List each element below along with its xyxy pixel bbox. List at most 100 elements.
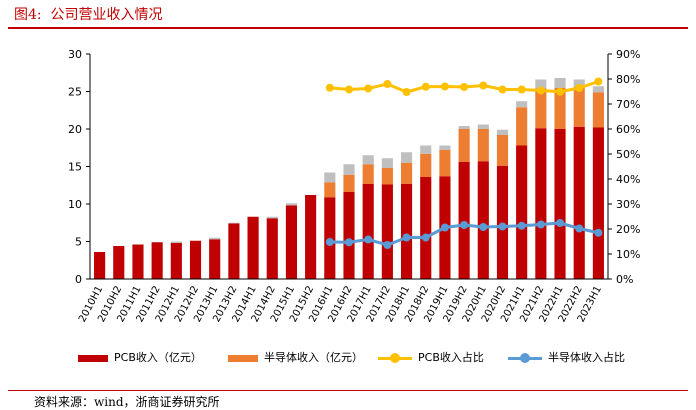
other-segment-bar [439,145,451,150]
pcb-share-point [575,84,584,92]
legend-item-semi-revenue: 半导体收入（亿元） [228,350,363,366]
right-tick-label: 10% [616,248,640,261]
legend-item-semi-share: 半导体收入占比 [508,350,625,366]
semi-share-point [575,224,584,233]
pcb-share-point [421,82,430,91]
semi-revenue-bar [362,164,374,184]
other-segment-bar [592,86,604,93]
pcb-revenue-bar [305,195,317,279]
pcb-revenue-bar [362,183,374,279]
semi-revenue-bar [381,168,393,185]
semi-revenue-bar [420,153,432,177]
right-tick-label: 30% [616,198,640,211]
semi-share-point [594,228,603,237]
semi-share-point [479,223,488,231]
semi-share-point [421,233,430,242]
other-segment-bar [362,155,374,165]
legend-swatch-semi-share [508,352,542,364]
pcb-share-point [556,87,565,96]
chart-legend: PCB收入（亿元） 半导体收入（亿元） PCB收入占比 半导体收入占比 [78,350,678,366]
pcb-revenue-bar [132,244,144,279]
semi-share-point [517,221,526,230]
other-segment-bar [209,237,221,240]
other-segment-bar [170,241,182,243]
pcb-share-point [517,85,526,94]
title-divider [8,27,688,29]
pcb-revenue-bar [573,126,585,279]
semi-revenue-bar [439,150,451,177]
pcb-share-point [479,81,488,90]
pcb-revenue-bar [496,165,509,279]
pcb-share-point [345,85,353,94]
legend-label-semi-share: 半导体收入占比 [548,351,625,364]
left-tick-label: 0 [75,273,82,286]
pcb-revenue-bar [247,216,259,279]
legend-item-pcb-share: PCB收入占比 [378,350,484,366]
left-tick-label: 30 [68,48,82,61]
other-segment-bar [420,145,432,154]
semi-revenue-bar [458,129,470,162]
pcb-revenue-bar [189,240,202,279]
semi-share-point [383,241,392,249]
other-segment-bar [266,216,278,219]
pcb-revenue-bar [458,162,470,279]
right-tick-label: 70% [616,98,640,111]
bar-layer [94,78,604,279]
other-segment-bar [381,158,393,168]
right-tick-label: 20% [616,223,640,236]
pcb-revenue-bar [209,239,221,279]
pcb-revenue-bar [420,177,432,279]
semi-share-point [556,219,565,227]
pcb-revenue-bar [285,205,298,279]
semi-revenue-bar [324,182,336,198]
legend-swatch-pcb-share [378,352,412,364]
semi-revenue-bar [535,88,547,129]
other-segment-bar [324,172,336,183]
pcb-share-point [460,83,469,91]
pcb-share-point [402,88,411,96]
other-segment-bar [496,129,509,135]
pcb-revenue-bar [266,218,278,279]
right-tick-label: 80% [616,73,640,86]
right-tick-label: 0% [616,273,633,286]
other-segment-bar [516,101,528,108]
legend-label-pcb-revenue: PCB收入（亿元） [114,351,202,364]
pcb-revenue-bar [170,243,182,279]
pcb-revenue-bar [381,184,393,279]
semi-share-point [345,238,353,247]
pcb-revenue-bar [554,129,566,279]
source-divider [8,390,688,391]
pcb-share-point [440,82,449,91]
semi-share-point [440,223,449,232]
semi-share-point [325,238,334,246]
semi-revenue-bar [554,87,566,129]
pcb-revenue-bar [400,183,413,279]
semi-revenue-bar [592,92,604,128]
pcb-revenue-bar [592,127,604,279]
semi-share-point [460,221,469,229]
right-tick-label: 60% [616,123,640,136]
other-segment-bar [554,78,566,88]
left-tick-label: 25 [68,86,82,99]
pcb-share-point [364,84,373,93]
right-tick-label: 40% [616,173,640,186]
pcb-revenue-bar [151,242,163,279]
semi-share-point [402,233,411,242]
other-segment-bar [228,222,240,224]
source-note: 资料来源：wind，浙商证券研究所 [34,395,220,409]
pcb-revenue-bar [535,128,547,279]
pcb-revenue-bar [477,161,489,279]
legend-swatch-pcb-revenue [78,354,108,362]
left-tick-label: 20 [68,123,82,136]
legend-label-semi-revenue: 半导体收入（亿元） [264,351,363,364]
pcb-share-point [498,85,507,94]
semi-revenue-bar [477,129,489,162]
other-segment-bar [477,124,489,129]
pcb-revenue-bar [343,192,355,279]
legend-swatch-semi-revenue [228,354,258,362]
right-tick-label: 50% [616,148,640,161]
pcb-revenue-bar [228,223,240,279]
right-tick-label: 90% [616,48,640,61]
semi-revenue-bar [516,107,528,146]
left-tick-label: 10 [68,198,82,211]
